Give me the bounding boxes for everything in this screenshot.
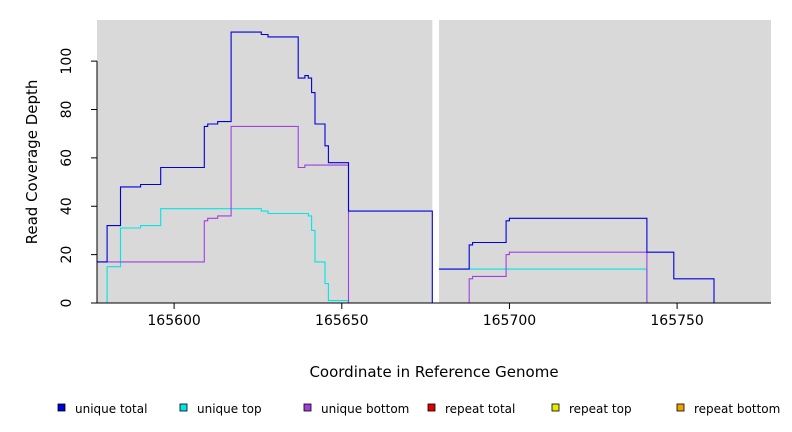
y-tick-label: 100 [59, 48, 75, 75]
x-tick-label: 165750 [650, 313, 703, 329]
x-axis: 165600 165650 165700 165750 [97, 302, 771, 329]
legend-label-unique-total: unique total [75, 402, 147, 416]
y-axis: 0 20 40 60 80 100 [59, 48, 98, 308]
plot-panel-left [97, 20, 433, 303]
y-tick-label: 60 [59, 149, 75, 167]
legend-swatch-repeat-bottom [676, 403, 685, 412]
legend-swatch-repeat-top [551, 403, 560, 412]
legend-swatch-unique-bottom [303, 403, 312, 412]
x-tick-label: 165650 [315, 313, 368, 329]
y-tick-label: 40 [59, 197, 75, 215]
legend-swatch-unique-top [179, 403, 188, 412]
legend-swatch-repeat-total [427, 403, 436, 412]
legend: unique total unique top unique bottom repea… [57, 402, 780, 416]
series-line-unique-total-right [439, 217, 771, 304]
plot-panel-right [439, 20, 771, 303]
y-tick-label: 20 [59, 246, 75, 264]
series-line-unique-total-left [97, 31, 433, 303]
legend-label-unique-bottom: unique bottom [321, 402, 409, 416]
y-tick-label: 80 [59, 101, 75, 119]
series-line-unique-bottom-left [97, 125, 433, 304]
legend-label-unique-top: unique top [197, 402, 262, 416]
series-line-unique-bottom-right [439, 251, 771, 304]
legend-swatch-unique-total [57, 403, 66, 412]
y-tick-label: 0 [59, 299, 75, 308]
x-tick-label: 165600 [147, 313, 200, 329]
series-line-unique-top-left [97, 208, 433, 304]
x-tick-label: 165700 [483, 313, 536, 329]
x-axis-label: Coordinate in Reference Genome [309, 363, 558, 381]
legend-label-repeat-total: repeat total [445, 402, 515, 416]
legend-label-repeat-bottom: repeat bottom [694, 402, 780, 416]
y-axis-label: Read Coverage Depth [23, 80, 41, 245]
legend-label-repeat-top: repeat top [569, 402, 632, 416]
plot-panels [97, 20, 771, 303]
